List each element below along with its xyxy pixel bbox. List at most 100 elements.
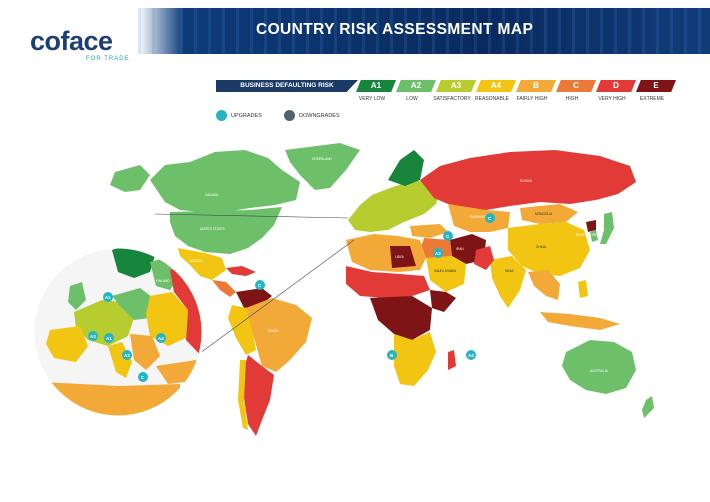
region-central-america xyxy=(212,280,236,297)
inset-north-africa xyxy=(40,382,180,417)
label-canada: CANADA xyxy=(205,193,219,197)
label-india: INDIA xyxy=(505,269,514,273)
country-brazil xyxy=(246,298,312,372)
legend-d-swatch: D xyxy=(596,80,636,92)
inset-iberia xyxy=(46,326,88,362)
country-libya xyxy=(390,246,416,268)
label-australia: AUSTRALIA xyxy=(590,369,609,373)
country-saudi-arabia xyxy=(426,256,466,292)
country-russia xyxy=(420,150,636,210)
label-libya: LIBYA xyxy=(395,255,405,259)
label-mongolia: MONGOLIA xyxy=(535,212,553,216)
svg-text:A3: A3 xyxy=(124,353,130,358)
region-central-africa xyxy=(370,296,432,340)
legend-heading: BUSINESS DEFAULTING RISK xyxy=(216,80,358,92)
upgrade-marker: A1 xyxy=(104,333,114,343)
country-pakistan xyxy=(474,246,494,270)
country-greenland xyxy=(285,143,360,190)
upgrade-marker: A4 xyxy=(466,350,476,360)
country-new-zealand xyxy=(642,396,654,418)
label-china: CHINA xyxy=(536,245,547,249)
svg-text:C: C xyxy=(446,234,450,239)
region-southern-cone xyxy=(242,355,274,436)
inset-uk xyxy=(68,282,86,310)
label-russia: RUSSIA xyxy=(520,179,533,183)
page-title: COUNTRY RISK ASSESSMENT MAP xyxy=(256,21,534,38)
region-southeast-asia xyxy=(528,270,560,300)
region-scandinavia xyxy=(388,150,424,186)
legend-b-swatch: B xyxy=(516,80,556,92)
country-south-korea xyxy=(590,230,598,242)
region-levant xyxy=(420,238,452,258)
legend-c-label: HIGH xyxy=(565,96,579,102)
region-sahel xyxy=(346,266,430,298)
upgrade-marker: C xyxy=(485,213,495,223)
country-united-states xyxy=(170,207,282,254)
label-saudi-arabia: SAUDI ARABIA xyxy=(434,269,457,273)
inset-central-europe xyxy=(112,288,156,320)
country-north-korea xyxy=(586,220,596,232)
country-japan xyxy=(600,212,614,244)
svg-text:C: C xyxy=(141,375,145,380)
region-europe xyxy=(348,180,440,232)
region-andes xyxy=(228,305,256,355)
legend-a3-label: SATISFACTORY xyxy=(433,96,471,102)
legend-c-swatch: C xyxy=(556,80,596,92)
downgrades-icon xyxy=(284,110,295,121)
legend-e-swatch: E xyxy=(636,80,676,92)
legend-a1-label: VERY LOW xyxy=(358,96,386,102)
legend-d-label: VERY HIGH xyxy=(598,96,626,102)
upgrades-icon xyxy=(216,110,227,121)
svg-text:C: C xyxy=(488,216,492,221)
brand-name: coface xyxy=(30,26,113,56)
upgrades-label: UPGRADES xyxy=(231,113,262,119)
country-mexico xyxy=(178,248,226,280)
legend-b-label: FAIRLY HIGH xyxy=(516,96,548,102)
coface-logo: coface FOR TRADE xyxy=(30,26,140,63)
upgrade-marker: A4 xyxy=(156,333,166,343)
upgrade-marker: B xyxy=(387,350,397,360)
region-indonesia xyxy=(540,312,620,330)
upgrade-marker: A1 xyxy=(103,292,113,302)
country-philippines xyxy=(578,280,588,298)
label-kazakhstan: KAZAKHSTAN xyxy=(470,215,492,219)
label-united-states: UNITED STATES xyxy=(200,227,225,231)
country-canada xyxy=(150,150,300,212)
brand-tagline: FOR TRADE xyxy=(86,56,130,62)
zoom-connector-top xyxy=(154,213,349,219)
label-finland: FINLAND xyxy=(156,279,170,283)
region-north-africa xyxy=(346,234,426,272)
country-alaska xyxy=(110,165,150,192)
zoom-circle-border xyxy=(31,245,205,419)
svg-text:A4: A4 xyxy=(158,336,164,341)
downgrades-label: DOWNGRADES xyxy=(299,113,340,119)
region-caribbean xyxy=(226,266,256,276)
europe-zoom-inset xyxy=(31,245,205,419)
upgrade-marker: A3 xyxy=(88,331,98,341)
country-india xyxy=(490,256,526,308)
legend-a2-swatch: A2 xyxy=(396,80,436,92)
header-banner: COUNTRY RISK ASSESSMENT MAP xyxy=(138,8,710,54)
country-kazakhstan xyxy=(448,204,510,232)
country-australia xyxy=(562,340,636,394)
upgrade-marker: A3 xyxy=(122,350,132,360)
legend-a4-label: REASONABLE xyxy=(475,96,509,102)
upgrade-marker: C xyxy=(138,372,148,382)
svg-text:B: B xyxy=(390,353,394,358)
svg-text:A3: A3 xyxy=(435,251,441,256)
legend-a2-label: LOW xyxy=(406,96,418,102)
svg-text:C: C xyxy=(258,283,262,288)
inset-eastern-europe xyxy=(146,292,188,346)
banner-texture xyxy=(138,8,710,54)
upgrade-marker: A3 xyxy=(433,248,443,258)
country-madagascar xyxy=(448,350,456,370)
region-southern-africa xyxy=(394,332,436,386)
label-brazil: BRAZIL xyxy=(268,329,279,333)
label-south-korea: SOUTH KOREA xyxy=(576,233,600,237)
country-chile xyxy=(238,360,248,430)
upgrade-marker: C xyxy=(443,231,453,241)
svg-text:A1: A1 xyxy=(106,336,112,341)
country-mongolia xyxy=(520,204,578,224)
legend-a1-swatch: A1 xyxy=(356,80,396,92)
